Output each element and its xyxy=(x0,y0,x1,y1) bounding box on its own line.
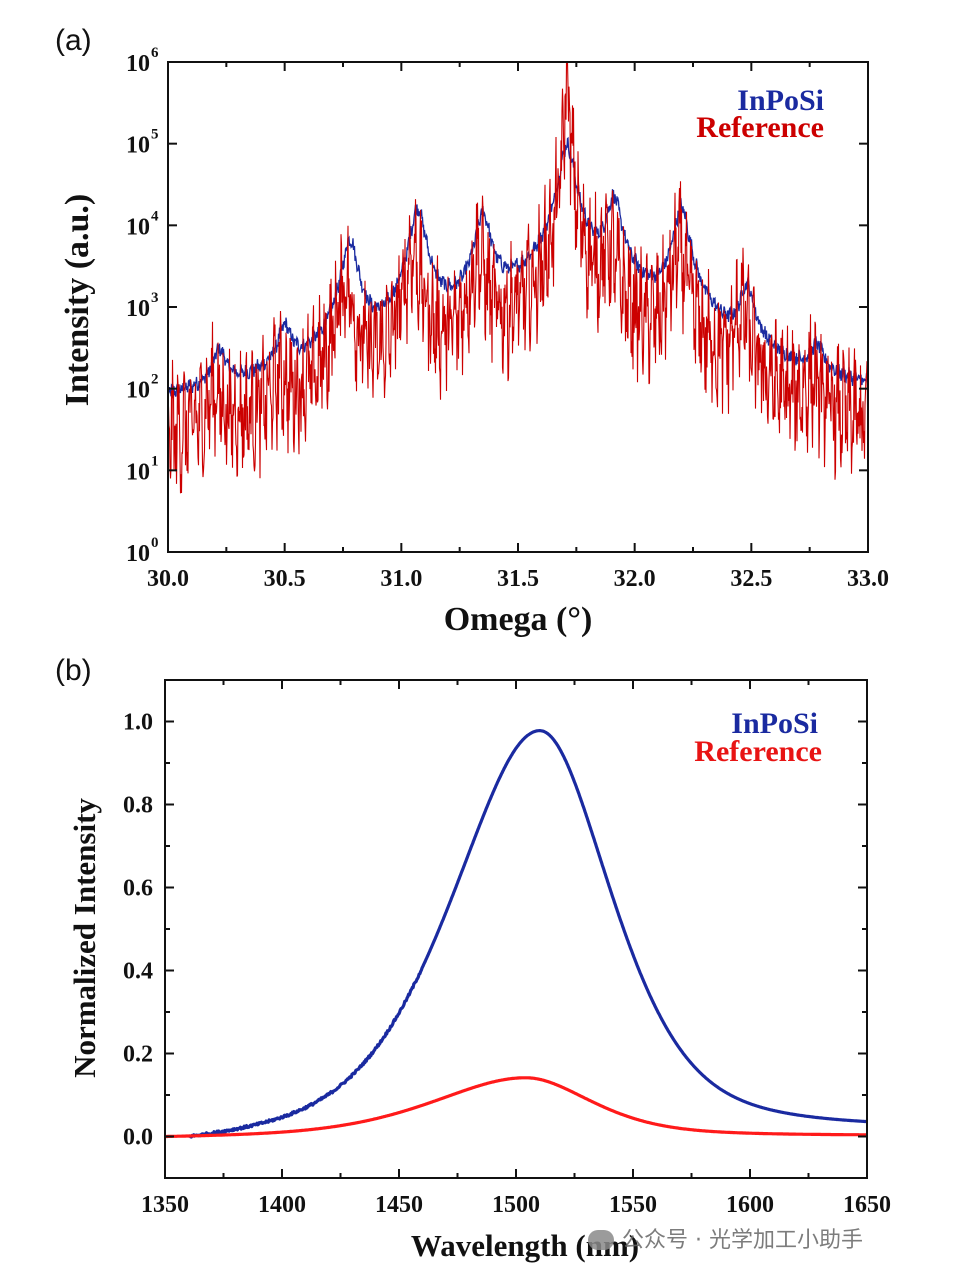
panel-b-y-axis-title: Normalized Intensity xyxy=(67,798,102,1078)
panel-a-x-tick-label: 32.5 xyxy=(730,566,772,592)
panel-b-y-tick-label: 0.0 xyxy=(123,1125,153,1151)
panel-b-y-tick-label: 0.6 xyxy=(123,876,153,902)
panel-b-ticks: 1350 1400 1450 1500 1550 1600 1650 0.0 0.2 0.4 0.6… xyxy=(123,679,891,1218)
panel-a-label: (a) xyxy=(55,24,92,57)
panel-a-legend-inposi: InPoSi xyxy=(737,84,824,117)
panel-a-y-tick-exponent: 1 xyxy=(151,453,159,469)
panel-b-x-tick-label: 1500 xyxy=(492,1192,540,1218)
panel-b-y-tick-label: 1.0 xyxy=(123,710,153,736)
panel-a-x-tick-label: 32.0 xyxy=(614,566,656,592)
panel-a-y-tick-label: 10 xyxy=(126,214,150,240)
watermark-text: 公众号 · 光学加工小助手 xyxy=(622,1228,863,1253)
panel-a-x-tick-label: 30.0 xyxy=(147,566,189,592)
panel-b-legend-inposi: InPoSi xyxy=(731,707,818,740)
panel-b-curves xyxy=(164,729,868,1139)
panel-a-curves xyxy=(167,61,869,494)
panel-a-legend-reference: Reference xyxy=(696,111,824,144)
panel-b-x-tick-label: 1600 xyxy=(726,1192,774,1218)
panel-b-y-tick-label: 0.2 xyxy=(123,1042,153,1068)
panel-b-label: (b) xyxy=(55,654,92,687)
panel-a-y-tick-label: 10 xyxy=(126,541,150,567)
panel-b-series-reference xyxy=(164,1076,868,1139)
watermark: 公众号 · 光学加工小助手 xyxy=(588,1222,863,1254)
panel-b-legend-reference: Reference xyxy=(694,735,822,768)
panel-b-x-tick-label: 1550 xyxy=(609,1192,657,1218)
panel-a-x-axis-title: Omega (°) xyxy=(444,601,593,638)
panel-a-y-tick-exponent: 2 xyxy=(151,372,159,388)
panel-a-y-tick-exponent: 4 xyxy=(151,208,159,224)
panel-b-x-tick-label: 1400 xyxy=(258,1192,306,1218)
panel-a-y-tick-label: 10 xyxy=(126,296,150,322)
panel-b-x-tick-label: 1350 xyxy=(141,1192,189,1218)
panel-a-y-tick-exponent: 5 xyxy=(151,127,159,143)
panel-a-y-tick-label: 10 xyxy=(126,459,150,485)
panel-b-x-tick-label: 1650 xyxy=(843,1192,891,1218)
panel-a-y-axis-title: Intensity (a.u.) xyxy=(59,194,96,407)
panel-b-y-tick-label: 0.8 xyxy=(123,793,153,819)
panel-a-x-tick-label: 33.0 xyxy=(847,566,889,592)
wechat-icon xyxy=(588,1230,614,1250)
panel-b-series-inposi xyxy=(187,729,868,1139)
panel-a-series-reference xyxy=(167,61,869,494)
panel-b: (b) 1350 1400 1450 1500 1550 1600 1650 0.0 0.2 0.… xyxy=(55,654,891,1263)
panel-a-y-tick-exponent: 0 xyxy=(151,535,159,551)
panel-a-y-tick-exponent: 6 xyxy=(151,45,159,61)
panel-a-x-tick-label: 30.5 xyxy=(264,566,306,592)
panel-a-y-tick-label: 10 xyxy=(126,133,150,159)
panel-a-y-tick-label: 10 xyxy=(126,378,150,404)
panel-a-x-tick-label: 31.5 xyxy=(497,566,539,592)
panel-b-y-tick-label: 0.4 xyxy=(123,959,153,985)
panel-a-y-tick-exponent: 3 xyxy=(151,290,159,306)
panel-a-y-tick-label: 10 xyxy=(126,51,150,77)
panel-a-x-tick-label: 31.0 xyxy=(380,566,422,592)
panel-b-x-tick-label: 1450 xyxy=(375,1192,423,1218)
